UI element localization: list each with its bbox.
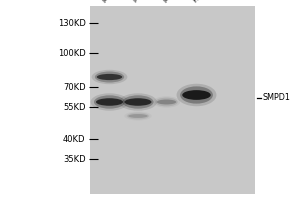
Ellipse shape — [153, 96, 180, 108]
Text: 35KD: 35KD — [63, 154, 86, 164]
Text: Mouse lung: Mouse lung — [162, 0, 196, 4]
Text: 40KD: 40KD — [63, 134, 86, 144]
Ellipse shape — [122, 95, 154, 109]
Text: Rat liver: Rat liver — [192, 0, 218, 4]
Text: SMPD1: SMPD1 — [262, 94, 290, 102]
Text: Mouse kidney: Mouse kidney — [102, 0, 142, 4]
Text: 70KD: 70KD — [63, 83, 86, 92]
Ellipse shape — [91, 93, 128, 111]
Ellipse shape — [182, 90, 211, 100]
Ellipse shape — [96, 98, 123, 106]
Ellipse shape — [180, 86, 213, 104]
Text: 55KD: 55KD — [63, 102, 86, 112]
Text: 100KD: 100KD — [58, 48, 86, 58]
Ellipse shape — [92, 70, 127, 84]
Ellipse shape — [176, 84, 217, 106]
Ellipse shape — [124, 111, 152, 120]
Bar — [90, 6, 255, 194]
Ellipse shape — [155, 98, 178, 106]
Ellipse shape — [94, 95, 125, 109]
Ellipse shape — [128, 114, 148, 118]
Ellipse shape — [157, 100, 176, 104]
Ellipse shape — [119, 93, 157, 111]
Ellipse shape — [124, 98, 152, 106]
Ellipse shape — [127, 113, 149, 119]
Ellipse shape — [97, 74, 122, 80]
Ellipse shape — [95, 71, 124, 83]
Text: Mouse heart: Mouse heart — [132, 0, 168, 4]
Text: 130KD: 130KD — [58, 19, 86, 27]
